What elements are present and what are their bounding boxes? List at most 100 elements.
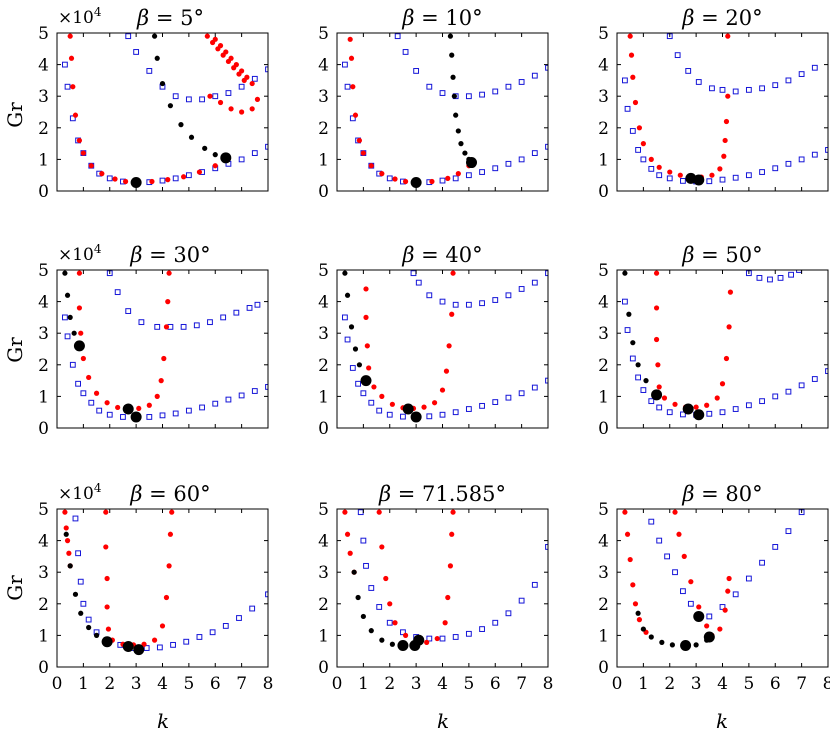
point-2-12: [798, 71, 805, 77]
point-2-11: [251, 75, 258, 82]
point-1-6: [386, 619, 393, 626]
panel-title: β = 71.585°: [378, 482, 506, 506]
panel-title: β = 60°: [129, 482, 210, 506]
point-3-12: [447, 563, 454, 569]
point-4-1: [151, 33, 158, 39]
point-1-5: [640, 387, 647, 393]
critical-point-3: [133, 644, 145, 656]
point-5-21: [249, 106, 255, 112]
point-4-3: [159, 80, 166, 87]
point-1-2: [344, 336, 351, 343]
ytick-label-1: 1: [318, 626, 329, 646]
point-2-8: [492, 297, 499, 303]
ytick-label-3: 3: [598, 324, 609, 344]
point-3-15: [721, 153, 727, 159]
point-1-8: [666, 409, 673, 416]
point-1-1: [622, 298, 628, 305]
point-4-4: [78, 610, 84, 616]
point-2-5: [154, 323, 161, 330]
point-1-17: [505, 160, 512, 167]
point-2-10: [238, 83, 245, 90]
point-1-3: [77, 578, 84, 585]
point-3-8: [717, 626, 723, 632]
ytick-label-2: 2: [318, 119, 329, 139]
plot-area: [622, 270, 828, 421]
ytick-label-1: 1: [598, 387, 609, 407]
point-2-5: [439, 90, 446, 96]
point-3-8: [115, 404, 121, 411]
point-4-4: [451, 93, 457, 99]
point-2-2: [402, 49, 409, 55]
point-3-12: [719, 381, 726, 387]
point-1-12: [439, 411, 446, 418]
point-2-9: [225, 90, 232, 96]
xtick-label-1: 1: [78, 674, 89, 694]
point-1-17: [505, 394, 512, 401]
point-1-6: [687, 600, 694, 607]
point-1-15: [759, 169, 765, 175]
point-3-10: [151, 637, 158, 643]
point-1-19: [265, 591, 268, 598]
point-3-1: [627, 33, 633, 39]
point-1-9: [426, 635, 433, 642]
point-4-7: [693, 642, 699, 648]
point-3-4: [632, 99, 639, 106]
point-3-2: [76, 305, 83, 311]
point-3-11: [431, 400, 438, 406]
point-3-5: [76, 137, 83, 144]
point-4-3: [72, 591, 79, 597]
point-2-12: [246, 305, 253, 311]
point-1-1: [622, 77, 628, 84]
point-3-16: [722, 137, 728, 144]
point-1-9: [120, 414, 126, 420]
point-1-11: [745, 575, 752, 582]
plot-area: [342, 270, 548, 423]
point-3-3: [630, 74, 636, 80]
point-2-4: [426, 83, 433, 90]
point-2-9: [759, 85, 765, 92]
xtick-label-2: 2: [384, 674, 395, 694]
point-1-5: [376, 604, 383, 610]
ytick-label-5: 5: [598, 500, 609, 520]
panel-1: 0 1 2 3 4 5 ×104 β = 5°: [38, 5, 269, 202]
point-2-4: [138, 319, 145, 326]
point-2-3: [767, 276, 773, 283]
ytick-label-0: 0: [38, 658, 49, 678]
point-3-2: [379, 544, 385, 550]
point-2-11: [531, 279, 538, 286]
point-2-2: [415, 279, 422, 286]
point-1-17: [785, 388, 792, 395]
point-3-1: [67, 33, 73, 39]
point-3-2: [676, 531, 682, 537]
point-3-2: [68, 55, 75, 61]
point-1-7: [656, 404, 663, 411]
ytick-label-5: 5: [318, 24, 329, 44]
point-1-9: [400, 413, 406, 420]
point-3-7: [104, 400, 110, 406]
point-1-4: [368, 585, 375, 591]
ytick-label-5: 5: [38, 500, 49, 520]
ytick-label-3: 3: [598, 87, 609, 107]
point-2-8: [212, 93, 219, 100]
point-1-16: [492, 399, 499, 405]
point-4-6: [389, 641, 395, 647]
ylabel-row-1: Gr: [3, 102, 27, 128]
point-1-14: [185, 407, 192, 414]
point-3-13: [723, 355, 730, 362]
point-4-5: [453, 112, 459, 118]
critical-point-1: [73, 340, 85, 352]
point-2-3: [627, 556, 633, 563]
point-3-14: [450, 509, 456, 515]
panel-title: β = 5°: [136, 6, 204, 30]
ytick-label-3: 3: [38, 87, 49, 107]
ytick-label-2: 2: [38, 595, 49, 615]
point-4-1: [63, 531, 69, 537]
point-1-7: [376, 407, 383, 414]
point-1-13: [452, 175, 459, 182]
point-2-5: [172, 93, 179, 100]
xlabel-col-3: k: [716, 709, 728, 733]
point-3-5: [105, 626, 112, 632]
point-1-4: [75, 380, 81, 387]
point-1-14: [465, 406, 472, 412]
